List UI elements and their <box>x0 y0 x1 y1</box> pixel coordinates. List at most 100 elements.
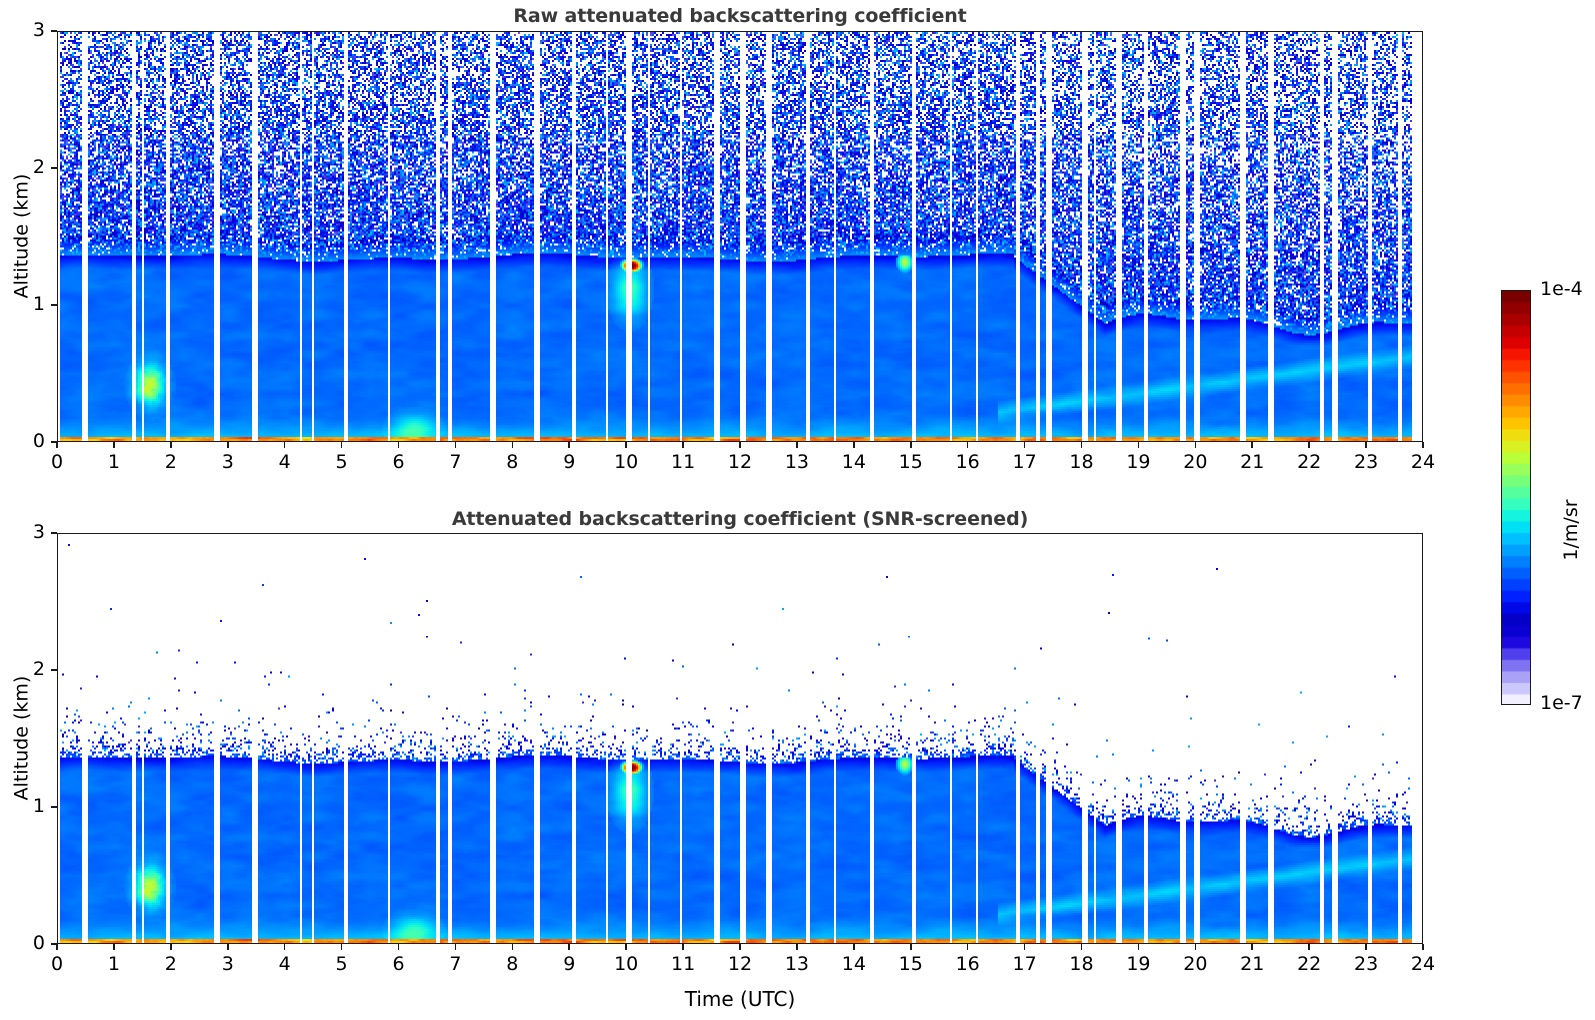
x-tick-label: 12 <box>727 451 753 473</box>
x-tick-label: 13 <box>784 451 809 473</box>
y-tick-label: 1 <box>32 795 45 817</box>
x-tick-mark <box>1194 442 1197 448</box>
colorbar[interactable] <box>1501 290 1531 705</box>
x-tick-label: 13 <box>784 953 809 975</box>
x-tick-mark <box>340 442 343 448</box>
panel-title-raw: Raw attenuated backscattering coefficien… <box>513 5 967 27</box>
x-tick-label: 11 <box>670 953 696 975</box>
x-tick-label: 8 <box>506 953 519 975</box>
x-tick-mark <box>739 944 741 950</box>
x-tick-label: 9 <box>563 451 576 473</box>
x-tick-label: 10 <box>614 451 639 473</box>
x-axis-label: Time (UTC) <box>684 987 796 1011</box>
x-tick-mark <box>226 442 229 448</box>
y-tick-label: 0 <box>32 932 45 954</box>
x-tick-mark <box>1137 442 1140 448</box>
x-tick-label: 3 <box>221 451 234 473</box>
panel-title-screened: Attenuated backscattering coefficient (S… <box>451 508 1029 530</box>
x-tick-label: 5 <box>335 953 348 975</box>
x-tick-label: 22 <box>1297 953 1322 975</box>
x-tick-mark <box>625 944 627 950</box>
x-tick-mark <box>853 442 855 448</box>
x-tick-mark <box>340 944 343 950</box>
colorbar-min-label: 1e-7 <box>1540 692 1583 714</box>
x-tick-label: 15 <box>898 451 923 473</box>
colorbar-max-label: 1e-4 <box>1540 278 1583 300</box>
x-tick-label: 0 <box>50 451 64 473</box>
y-tick-mark <box>51 532 57 534</box>
plot-area-screened[interactable] <box>57 533 1423 944</box>
x-tick-mark <box>283 442 286 448</box>
y-tick-mark <box>51 304 57 306</box>
plot-area-raw[interactable] <box>57 31 1423 442</box>
x-tick-label: 24 <box>1410 451 1436 473</box>
x-tick-label: 11 <box>670 451 696 473</box>
x-tick-label: 10 <box>614 953 639 975</box>
x-tick-mark <box>113 944 115 950</box>
x-tick-label: 20 <box>1183 953 1208 975</box>
x-tick-mark <box>1251 944 1254 950</box>
x-tick-mark <box>625 442 627 448</box>
x-tick-mark <box>909 442 912 448</box>
x-tick-mark <box>454 944 457 950</box>
x-tick-mark <box>568 944 571 950</box>
x-tick-mark <box>454 442 457 448</box>
x-tick-mark <box>1137 944 1140 950</box>
x-tick-mark <box>1422 442 1424 448</box>
y-tick-mark <box>51 806 57 808</box>
x-tick-mark <box>1080 442 1083 448</box>
x-tick-label: 7 <box>449 451 462 473</box>
x-tick-label: 6 <box>392 451 405 473</box>
y-tick-mark <box>51 441 57 443</box>
y-axis-label-raw: Altitude (km) <box>10 173 32 298</box>
x-tick-label: 19 <box>1126 451 1151 473</box>
x-tick-label: 16 <box>955 953 980 975</box>
x-tick-label: 8 <box>506 451 519 473</box>
x-tick-label: 24 <box>1410 953 1436 975</box>
y-tick-mark <box>51 669 57 671</box>
y-tick-label: 2 <box>32 658 45 680</box>
heatmap-raw <box>58 32 1422 441</box>
colorbar-unit-label: 1/m/sr <box>1560 499 1582 561</box>
x-tick-mark <box>283 944 286 950</box>
x-tick-mark <box>56 944 58 950</box>
x-tick-label: 4 <box>278 953 291 975</box>
x-tick-mark <box>170 442 172 448</box>
x-tick-mark <box>796 944 798 950</box>
x-tick-label: 9 <box>563 953 576 975</box>
x-tick-label: 21 <box>1240 953 1265 975</box>
x-tick-mark <box>1194 944 1197 950</box>
y-tick-mark <box>51 167 57 169</box>
x-tick-label: 14 <box>841 451 866 473</box>
x-tick-label: 22 <box>1297 451 1322 473</box>
x-tick-label: 18 <box>1069 953 1094 975</box>
y-tick-label: 1 <box>32 293 45 315</box>
heatmap-screened <box>58 534 1422 943</box>
y-tick-label: 0 <box>32 430 45 452</box>
x-tick-mark <box>1080 944 1083 950</box>
x-tick-mark <box>682 944 684 950</box>
colorbar-gradient <box>1502 291 1530 704</box>
y-axis-label-screened: Altitude (km) <box>10 675 32 800</box>
x-tick-label: 19 <box>1126 953 1151 975</box>
x-tick-mark <box>1308 944 1310 950</box>
x-tick-mark <box>739 442 741 448</box>
y-tick-label: 2 <box>32 156 45 178</box>
x-tick-label: 1 <box>107 451 120 473</box>
x-tick-label: 1 <box>107 953 120 975</box>
x-tick-mark <box>511 442 514 448</box>
x-tick-mark <box>1422 944 1424 950</box>
x-tick-mark <box>909 944 912 950</box>
x-tick-label: 12 <box>727 953 753 975</box>
x-tick-label: 7 <box>449 953 462 975</box>
x-tick-mark <box>1023 442 1026 448</box>
x-tick-label: 4 <box>278 451 291 473</box>
x-tick-mark <box>1251 442 1254 448</box>
x-tick-mark <box>1023 944 1026 950</box>
y-tick-mark <box>51 943 57 945</box>
x-tick-mark <box>682 442 684 448</box>
x-tick-mark <box>511 944 514 950</box>
y-tick-label: 3 <box>32 19 45 41</box>
x-tick-label: 23 <box>1353 953 1379 975</box>
